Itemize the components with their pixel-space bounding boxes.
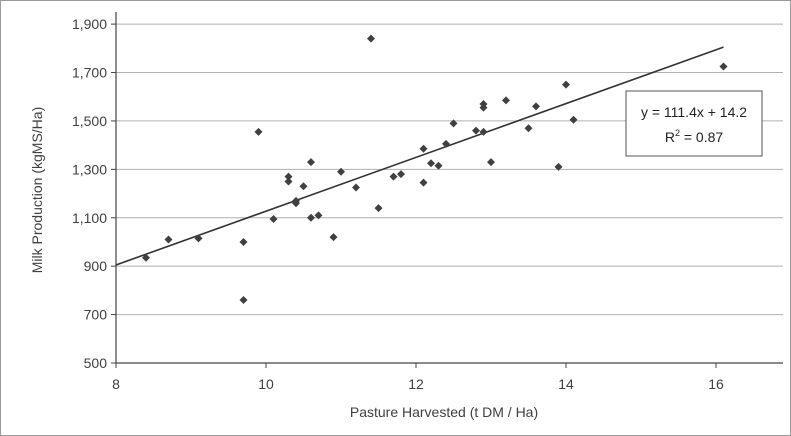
y-tick-label: 500 [84, 355, 108, 371]
data-point [449, 119, 458, 128]
data-point [164, 235, 173, 244]
data-point [269, 214, 278, 223]
data-point [427, 159, 435, 168]
axes [111, 12, 783, 368]
data-point [307, 213, 315, 222]
y-tick-label: 900 [84, 258, 108, 274]
trendline-layer [115, 46, 724, 266]
data-point [532, 102, 540, 111]
data-point [434, 161, 443, 170]
y-tick-label: 1,700 [72, 65, 107, 81]
data-point [367, 34, 375, 43]
data-point [569, 115, 578, 124]
y-tick-label: 1,300 [72, 161, 107, 177]
r-squared-prefix: R [665, 129, 675, 145]
data-point [502, 96, 510, 105]
data-point [374, 204, 383, 213]
data-point [239, 237, 248, 246]
data-point [442, 139, 450, 148]
data-point [284, 177, 293, 186]
y-tick-label: 1,900 [72, 16, 107, 32]
r-squared-superscript: 2 [675, 128, 680, 138]
x-axis-label: Pasture Harvested (t DM / Ha) [350, 404, 538, 420]
data-point [284, 172, 293, 181]
data-point [239, 296, 248, 305]
data-point [314, 211, 323, 220]
gridlines [116, 23, 783, 316]
data-point [389, 172, 398, 181]
data-point [307, 158, 315, 167]
trendline [115, 46, 724, 266]
y-tick-label: 1,100 [72, 210, 107, 226]
equation-text: y = 111.4x + 14.2 [641, 104, 747, 120]
x-tick-label: 16 [708, 376, 724, 392]
data-point [419, 178, 428, 187]
y-tick-label: 1,500 [72, 113, 107, 129]
data-point [479, 127, 488, 136]
data-point [487, 158, 495, 167]
data-point [337, 167, 345, 176]
data-point [352, 183, 360, 192]
equation-box-border [625, 90, 763, 157]
data-point [479, 103, 488, 112]
data-point [419, 144, 428, 153]
y-axis-label: Milk Production (kgMS/Ha) [29, 107, 45, 274]
x-tick-label: 10 [258, 376, 274, 392]
x-tick-label: 8 [112, 376, 120, 392]
x-tick-label: 14 [558, 376, 574, 392]
data-point [254, 127, 263, 136]
data-point [397, 170, 405, 179]
r-squared-text: R2 = 0.87 [665, 128, 724, 145]
data-point [292, 199, 300, 208]
data-point [194, 234, 203, 243]
data-point [554, 162, 563, 171]
data-point [299, 182, 308, 191]
data-points [142, 34, 728, 305]
y-tick-label: 700 [84, 307, 108, 323]
data-point [329, 233, 338, 242]
data-point [142, 253, 150, 262]
data-point [719, 62, 728, 71]
r-squared-value: = 0.87 [680, 129, 723, 145]
data-point [524, 124, 533, 133]
data-point [562, 80, 570, 89]
tick-labels: 500 700 900 1,100 1,300 1,500 1,700 1,900 8 10 12 1… [72, 16, 724, 392]
data-point [472, 126, 480, 135]
x-tick-label: 12 [408, 376, 424, 392]
equation-box: y = 111.4x + 14.2 R2 = 0.87 [625, 90, 763, 157]
